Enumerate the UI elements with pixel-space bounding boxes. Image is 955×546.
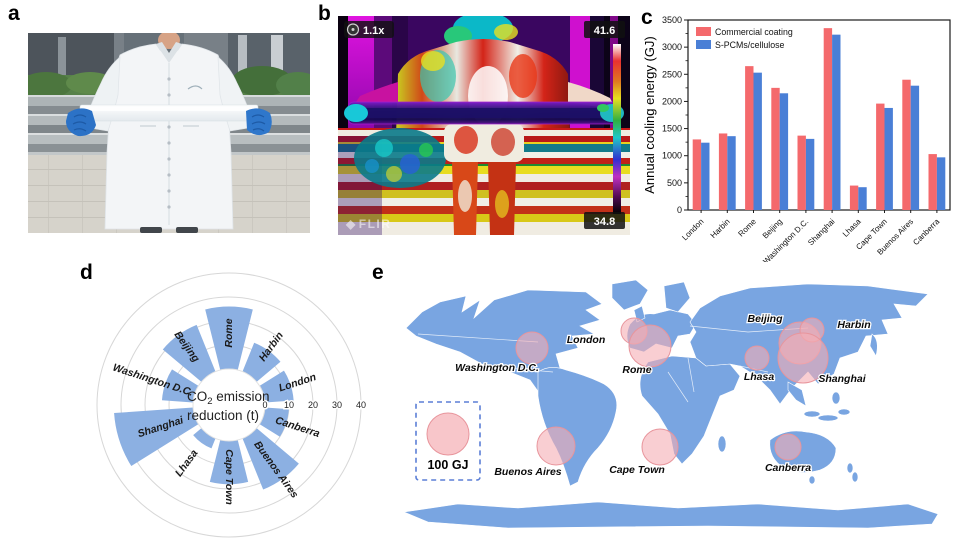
zoom-lens-dot [351, 28, 355, 31]
temp-min-badge: 34.8 [584, 212, 625, 229]
energy-bubbles: Washington D.C. London Rome Lhasa Beijing Har… [454, 312, 872, 480]
svg-text:reduction (t): reduction (t) [187, 408, 259, 423]
stretched-film [79, 104, 259, 122]
indonesia-1 [803, 410, 821, 418]
cooling-energy-bar-chart: 0 500 1000 1500 2000 2500 3000 3500 Annual cooli… [642, 15, 951, 262]
flir-diamond-icon: ◆ [345, 217, 357, 231]
thermal-colorbar [613, 44, 621, 214]
svg-text:10: 10 [284, 400, 294, 410]
svg-text:Cape Town: Cape Town [223, 449, 235, 505]
panel-e-label: e [372, 261, 384, 284]
panel-d-label: d [80, 261, 93, 284]
madagascar [717, 435, 727, 453]
svg-text:S-PCMs/cellulose: S-PCMs/cellulose [715, 40, 785, 50]
svg-text:20: 20 [308, 400, 318, 410]
temp-max-value: 41.6 [594, 25, 615, 37]
scandinavia [663, 281, 691, 313]
svg-text:Lhasa: Lhasa [744, 371, 775, 383]
svg-text:3000: 3000 [662, 42, 682, 52]
continent-greenland [611, 279, 649, 311]
svg-text:Lhasa: Lhasa [173, 447, 201, 479]
continent-antarctica [402, 501, 939, 529]
tasmania [808, 475, 816, 485]
panel-c-label: c [641, 6, 653, 29]
svg-text:2500: 2500 [662, 69, 682, 79]
svg-text:Harbin: Harbin [837, 319, 870, 331]
svg-text:30: 30 [332, 400, 342, 410]
world-map: Washington D.C. London Rome Lhasa Beijing Har… [402, 279, 939, 529]
svg-text:Shanghai: Shanghai [806, 217, 836, 247]
svg-text:Commercial coating: Commercial coating [715, 27, 793, 37]
svg-text:0: 0 [677, 205, 682, 215]
philippines [831, 391, 841, 405]
svg-text:Buenos Aires: Buenos Aires [494, 466, 561, 478]
svg-text:Harbin: Harbin [709, 217, 732, 240]
thermal-scene [338, 16, 630, 235]
svg-text:1500: 1500 [662, 124, 682, 134]
flir-logo-text: FLIR [359, 217, 392, 231]
svg-text:40: 40 [356, 400, 366, 410]
svg-text:2000: 2000 [662, 96, 682, 106]
svg-text:Lhasa: Lhasa [841, 217, 863, 239]
temp-min-value: 34.8 [594, 216, 615, 228]
svg-text:London: London [680, 217, 705, 242]
svg-text:Washington D.C.: Washington D.C. [455, 362, 539, 374]
continents [402, 279, 939, 529]
svg-text:3500: 3500 [662, 15, 682, 25]
temp-max-badge: 41.6 [584, 21, 625, 38]
svg-text:London: London [567, 334, 605, 346]
svg-text:0: 0 [262, 400, 267, 410]
southeast-asia [787, 381, 807, 407]
panel-a-label: a [8, 2, 20, 25]
new-zealand-south [851, 471, 859, 483]
zoom-factor-badge-text: 1.1x [363, 25, 385, 37]
svg-text:Rome: Rome [223, 318, 235, 347]
svg-text:Beijing: Beijing [761, 217, 784, 240]
svg-text:Shanghai: Shanghai [818, 373, 866, 385]
svg-text:1000: 1000 [662, 151, 682, 161]
svg-text:Canberra: Canberra [274, 414, 322, 440]
svg-text:Annual cooling energy (GJ): Annual cooling energy (GJ) [642, 36, 657, 194]
svg-text:Beijing: Beijing [747, 313, 783, 325]
continent-north-america [405, 289, 603, 407]
svg-text:CO2 emission: CO2 emission [187, 389, 270, 407]
svg-text:Rome: Rome [736, 217, 758, 239]
thermal-image: 1.1x 41.6 34.8 ◆ FLIR [338, 16, 630, 235]
panel-b-label: b [318, 2, 331, 25]
svg-text:100 GJ: 100 GJ [427, 458, 468, 472]
blue-gloves [66, 108, 272, 137]
japan [869, 333, 878, 357]
photo-film-stretch [28, 33, 310, 233]
indonesia-2 [817, 414, 839, 422]
svg-text:Canberra: Canberra [765, 462, 811, 474]
indonesia-3 [837, 408, 851, 416]
flir-logo: ◆ FLIR [345, 217, 391, 231]
new-zealand-north [846, 462, 854, 474]
zoom-factor-badge: 1.1x [344, 21, 394, 38]
svg-text:Cape Town: Cape Town [609, 464, 665, 476]
svg-text:500: 500 [667, 178, 682, 188]
map-legend: 100 GJ [415, 401, 481, 481]
svg-text:Washington D.C.: Washington D.C. [761, 217, 810, 262]
svg-text:Rome: Rome [622, 364, 651, 376]
svg-text:Canberra: Canberra [911, 217, 941, 247]
